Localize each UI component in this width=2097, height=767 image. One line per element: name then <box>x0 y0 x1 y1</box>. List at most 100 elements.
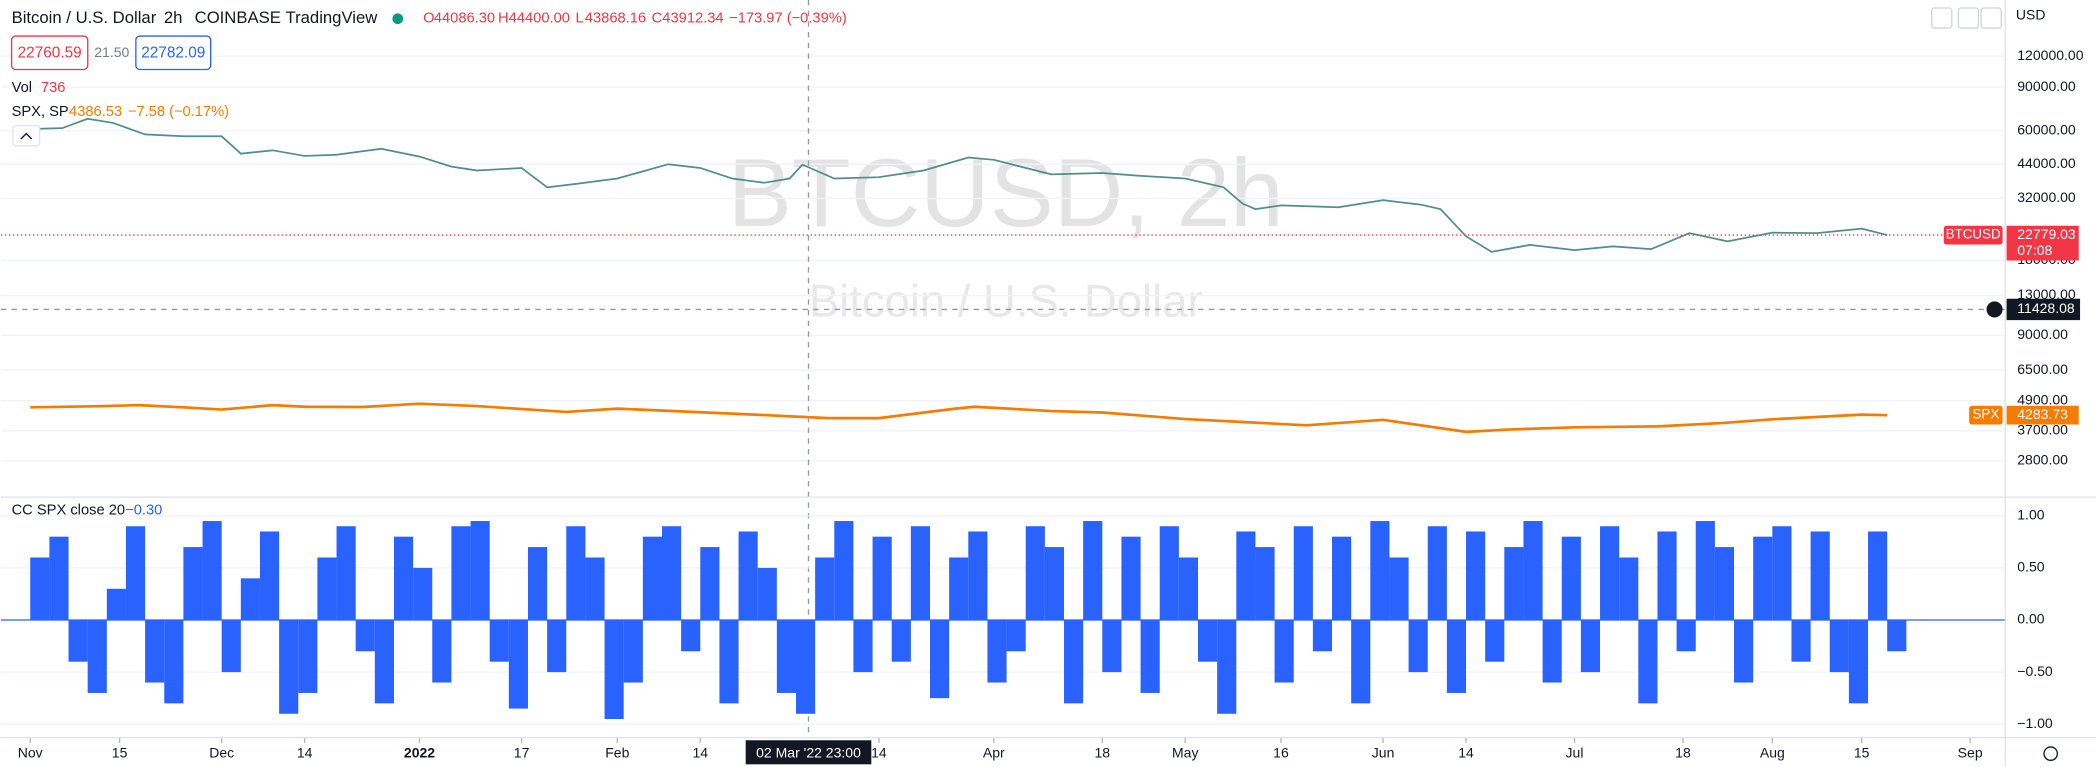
cc-bar <box>183 547 203 621</box>
cc-bar <box>776 620 796 693</box>
cc-bar <box>1351 620 1371 704</box>
x-tick-label: 14 <box>871 744 887 760</box>
crosshair-time: 02 Mar '22 23:00 <box>756 744 861 760</box>
cc-name: CC SPX close 20 <box>12 502 125 518</box>
series-tag-bg <box>1969 405 2003 425</box>
cc-bar <box>1791 620 1811 662</box>
ask-box[interactable] <box>135 35 212 71</box>
bid: 22760.59 <box>18 45 82 62</box>
vol-name: Vol <box>12 80 32 96</box>
price-line <box>30 402 1888 434</box>
cc-bar <box>815 557 835 621</box>
ohlc-value: 43912.34 <box>662 11 723 27</box>
cc-bar <box>1083 521 1103 621</box>
cc-bar <box>259 531 280 621</box>
x-tick-label: Sep <box>1958 744 1983 760</box>
x-tick-label: 18 <box>1675 744 1691 760</box>
cc-bar <box>106 588 126 621</box>
cc-bar <box>1542 620 1562 683</box>
y-tick-label: 0.50 <box>2017 559 2044 575</box>
spx-name: SPX, SP <box>12 104 69 120</box>
cc-bar <box>221 620 241 673</box>
collapse-button[interactable] <box>12 124 41 147</box>
source: TradingView <box>286 8 379 27</box>
cc-bar <box>298 620 318 693</box>
last-price-bg <box>2006 405 2079 425</box>
spx-value: 4386.53 <box>69 104 122 120</box>
cc-bar <box>1619 557 1639 621</box>
ask: 22782.09 <box>141 45 205 62</box>
cc-bar <box>1121 536 1141 621</box>
x-tick-label: Nov <box>18 744 43 760</box>
cc-bar <box>202 521 222 621</box>
add-alert-button[interactable] <box>1986 301 2003 318</box>
ohlc-value: 43868.16 <box>585 11 646 27</box>
cc-bar <box>930 620 950 699</box>
cc-bar <box>68 620 88 662</box>
y-tick-label: 60000.00 <box>2017 121 2076 137</box>
vol-value: 736 <box>41 80 66 96</box>
cc-bar <box>1217 620 1237 714</box>
cc-bar <box>1427 526 1447 621</box>
spx-change: −7.58 (−0.17%) <box>128 104 229 120</box>
cc-bar <box>145 620 165 683</box>
cc-bar <box>1408 620 1428 673</box>
cc-bar <box>1772 526 1792 621</box>
y-tick-label: 0.00 <box>2017 611 2044 627</box>
x-tick-label: 14 <box>692 744 708 760</box>
crosshair-price: 11428.08 <box>2017 300 2075 316</box>
cc-bar <box>968 531 988 621</box>
cc-bar <box>681 620 701 652</box>
cc-bar <box>1657 531 1677 621</box>
watermark: BTCUSD, 2h Bitcoin / U.S. Dollar <box>728 140 1284 327</box>
y-tick-label: 120000.00 <box>2017 47 2083 63</box>
cc-bar <box>987 620 1007 683</box>
cc-bar <box>489 620 509 662</box>
cc-bar <box>1848 620 1869 704</box>
cc-bar <box>413 567 433 621</box>
x-tick-label: 2022 <box>404 744 435 760</box>
last-price: 4283.73 <box>2017 406 2068 422</box>
y-tick-label: 1.00 <box>2017 507 2044 523</box>
cc-bar <box>1523 521 1543 621</box>
x-tick-label: 14 <box>1458 744 1474 760</box>
cc-bar <box>1370 521 1390 621</box>
scroll-button[interactable] <box>1931 7 1953 29</box>
change: −173.97 (−0.39%) <box>729 11 847 27</box>
last-price-bg <box>2006 225 2079 261</box>
cc-bar <box>795 620 816 714</box>
x-tick-label: Dec <box>209 744 234 760</box>
cc-bar <box>1695 521 1715 621</box>
settings-icon[interactable] <box>2043 746 2059 761</box>
x-tick-label: Jun <box>1372 744 1395 760</box>
cc-bar <box>642 536 662 621</box>
cc-bar <box>604 620 624 719</box>
cc-bar <box>451 526 471 621</box>
x-tick-label: 16 <box>1273 744 1289 760</box>
currency[interactable]: USD <box>2016 7 2046 23</box>
cc-bar <box>1561 536 1581 621</box>
cc-bar <box>355 620 375 652</box>
cc-bar <box>1064 620 1084 704</box>
cc-bar <box>1332 536 1352 621</box>
cc-bar <box>1466 531 1486 621</box>
cc-bar <box>1006 620 1026 652</box>
cc-bar <box>374 620 394 704</box>
maximize-button[interactable] <box>1980 7 2002 29</box>
cc-bar <box>432 620 452 683</box>
cc-bar <box>1140 620 1160 693</box>
y-tick-label: 4900.00 <box>2017 391 2068 407</box>
x-tick-label: Jul <box>1566 744 1584 760</box>
cc-bar <box>317 557 337 621</box>
bid-box[interactable] <box>10 35 89 71</box>
last-price: 22779.03 <box>2017 226 2076 242</box>
x-tick-label: 15 <box>1854 744 1870 760</box>
cc-bar <box>164 620 184 704</box>
series-tag-bg <box>1943 225 2003 245</box>
ohlc-value: 44400.00 <box>509 11 570 27</box>
y-tick-label: 13000.00 <box>2017 286 2076 302</box>
close-button[interactable] <box>1957 7 1980 29</box>
cc-bar <box>738 531 758 621</box>
x-tick-label: 14 <box>297 744 313 760</box>
cc-bar <box>910 526 931 621</box>
